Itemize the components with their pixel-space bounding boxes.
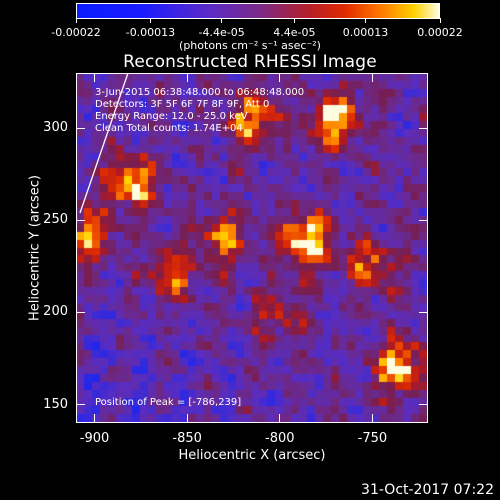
colorbar-tick-label: -4.4e-05 [198,26,245,39]
x-tick-mark [94,414,96,423]
colorbar-tick-label: 4.4e-05 [273,26,316,39]
y-tick-mark [419,127,428,129]
y-axis-label: Heliocentric Y (arcsec) [27,175,43,321]
peak-position-text: Position of Peak = [-786,239] [95,397,242,408]
colorbar-tick [293,18,295,23]
colorbar-units: (photons cm⁻² s⁻¹ asec⁻²) [179,39,321,52]
plot-title: Reconstructed RHESSI Image [123,52,377,72]
x-tick-mark [279,73,281,82]
y-tick-mark [419,219,428,221]
y-tick-label: 200 [43,304,68,320]
x-tick-mark [186,414,188,423]
y-tick-mark [76,311,85,313]
x-tick-mark [371,73,373,82]
y-tick-mark [76,219,85,221]
timestamp: 31-Oct-2017 07:22 [361,482,494,498]
colorbar-tick-label: -0.00013 [125,26,176,39]
energy-range-text: Energy Range: 12.0 - 25.0 keV [95,111,248,122]
colorbar-tick [149,18,151,23]
limb-curve [79,73,129,214]
colorbar-tick [75,18,77,23]
x-tick-mark [94,73,96,82]
heatmap-canvas [77,74,427,422]
y-tick-mark [76,404,85,406]
x-tick-mark [186,73,188,82]
colorbar-tick-label: 0.00022 [417,26,463,39]
y-tick-mark [76,127,85,129]
method-counts-text: Clean Total counts: 1.74E+04 [95,123,243,134]
colorbar [76,3,440,19]
y-tick-mark [419,404,428,406]
colorbar-tick [439,18,441,23]
solar-limb-line [79,73,129,214]
colorbar-tick-label: -0.00022 [51,26,101,39]
colorbar-tick [365,18,367,23]
y-tick-label: 150 [43,396,68,412]
colorbar-tick [221,18,223,23]
time-range-text: 3-Jun-2015 06:38:48.000 to 06:48:48.000 [95,87,305,98]
y-tick-label: 300 [43,120,68,136]
heatmap-plot [76,73,428,423]
colorbar-tick-label: 0.00013 [342,26,389,39]
x-tick-label: -800 [265,431,295,446]
x-tick-mark [279,414,281,423]
detectors-text: Detectors: 3F 5F 6F 7F 8F 9F, Att 0 [95,99,270,110]
x-axis-label: Heliocentric X (arcsec) [178,448,326,463]
y-tick-mark [419,311,428,313]
x-tick-label: -900 [79,431,110,446]
y-tick-label: 250 [43,212,68,228]
x-tick-label: -750 [357,431,388,446]
x-tick-mark [371,414,373,423]
x-tick-label: -850 [172,431,202,446]
